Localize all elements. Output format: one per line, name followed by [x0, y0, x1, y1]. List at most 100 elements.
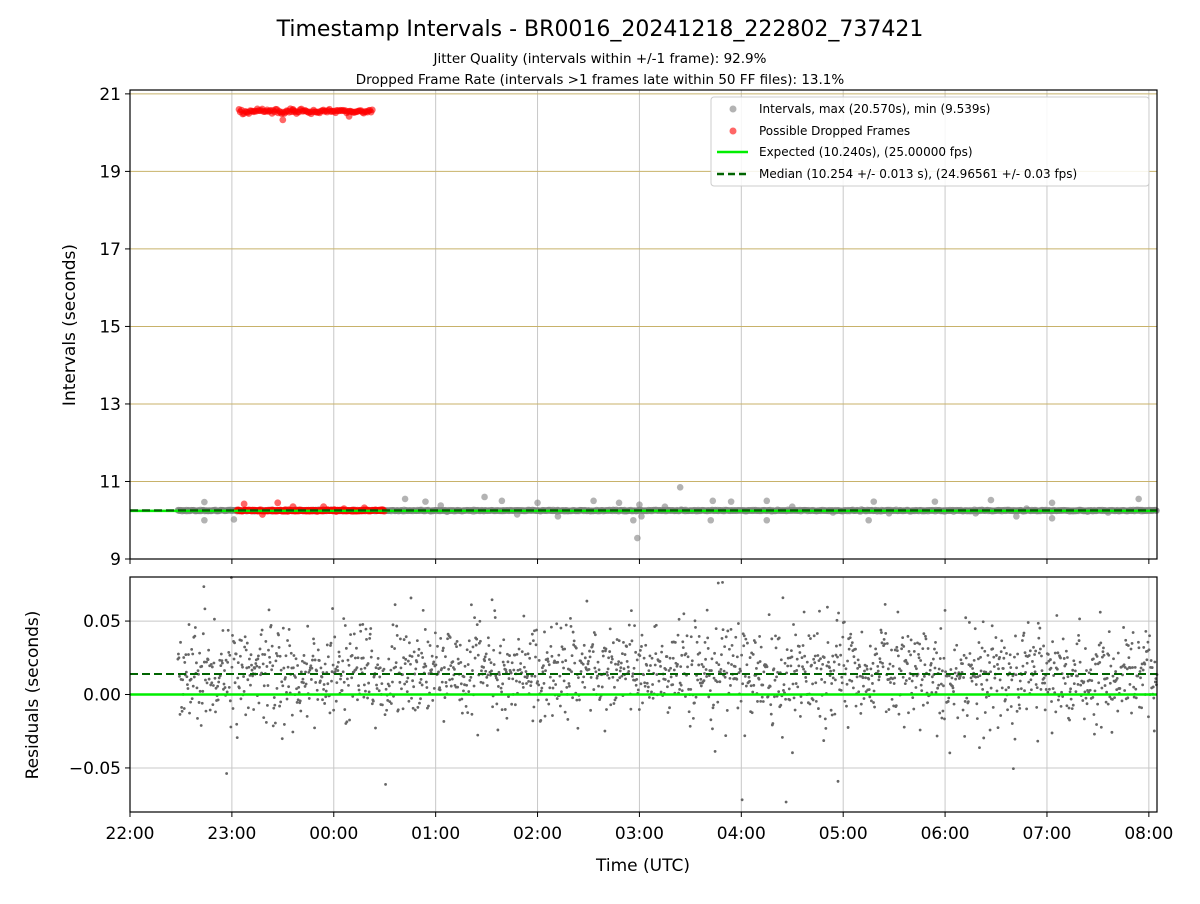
residual-point — [614, 696, 618, 700]
residual-point — [1139, 676, 1142, 680]
residual-point — [1014, 673, 1018, 677]
residual-point — [487, 644, 491, 647]
residual-point — [686, 655, 690, 659]
residual-point — [984, 695, 988, 699]
residual-point — [663, 678, 667, 681]
residual-point — [451, 660, 455, 664]
dropped-frame-point — [289, 503, 297, 511]
residual-point — [882, 638, 886, 641]
residual-point — [996, 726, 1000, 729]
residual-point — [1071, 668, 1075, 672]
residual-point — [620, 652, 624, 655]
residual-point — [484, 669, 488, 673]
residual-point — [749, 684, 753, 688]
residual-point — [836, 655, 839, 659]
residual-point — [897, 654, 900, 658]
residual-point — [297, 691, 301, 694]
residual-point — [1056, 651, 1060, 655]
residual-point — [937, 683, 941, 687]
residual-point — [355, 666, 359, 669]
x-tick-label: 00:00 — [309, 824, 358, 844]
residual-point — [239, 654, 242, 658]
residual-point — [601, 649, 605, 653]
residual-point — [337, 650, 341, 654]
residual-point — [220, 661, 224, 665]
residual-point — [185, 675, 189, 679]
residual-point — [676, 633, 680, 637]
residual-point — [608, 627, 612, 631]
residual-point — [975, 717, 979, 721]
residual-point — [515, 679, 518, 683]
residual-point — [344, 646, 348, 650]
residual-point — [940, 669, 944, 673]
residual-point — [537, 683, 541, 687]
residual-point — [216, 698, 220, 702]
residual-point — [704, 657, 707, 661]
residual-point — [1033, 670, 1037, 674]
residual-point — [241, 665, 244, 669]
residual-point — [708, 689, 712, 693]
residual-point — [1091, 657, 1095, 661]
residual-point — [871, 682, 874, 685]
residual-point — [465, 648, 469, 652]
residual-point — [577, 676, 580, 680]
residual-point — [794, 682, 798, 685]
residual-point — [275, 652, 278, 655]
residual-point — [668, 656, 672, 660]
residual-point — [634, 650, 638, 654]
y-tick-label: 0.05 — [83, 612, 121, 632]
residual-point — [1115, 676, 1119, 680]
residual-point — [750, 711, 754, 715]
residual-point — [648, 695, 651, 699]
residual-point — [815, 666, 819, 670]
residual-point — [307, 671, 311, 674]
residual-point — [933, 666, 937, 670]
residual-point — [954, 666, 958, 670]
residual-point — [728, 647, 731, 651]
residual-point — [840, 681, 844, 685]
residual-point — [324, 695, 328, 699]
residual-point — [466, 663, 470, 666]
residual-point — [691, 716, 695, 720]
residual-point — [510, 702, 514, 706]
residual-point — [481, 681, 485, 685]
residual-point — [630, 639, 634, 643]
residual-point — [907, 711, 910, 715]
residual-point — [179, 640, 182, 644]
residual-point — [488, 658, 491, 661]
residual-point — [483, 659, 487, 663]
interval-point — [590, 497, 597, 505]
residual-point — [436, 644, 439, 648]
residual-point — [968, 621, 971, 624]
residual-point — [581, 680, 585, 684]
residual-point — [856, 658, 860, 662]
residual-point — [294, 675, 297, 679]
residual-point — [490, 669, 493, 673]
residual-point — [182, 656, 186, 659]
residual-point — [1002, 656, 1006, 660]
residual-point — [687, 687, 691, 691]
residual-point — [333, 670, 337, 674]
residual-point — [978, 674, 982, 677]
residual-point — [876, 664, 880, 668]
residual-point — [911, 696, 915, 700]
residual-point — [370, 649, 374, 653]
residual-point — [281, 626, 285, 630]
residual-point — [609, 703, 613, 707]
residual-point — [524, 670, 528, 673]
residual-point — [1132, 685, 1136, 689]
residual-point — [610, 657, 614, 661]
residual-point — [676, 663, 679, 666]
residual-point — [721, 628, 725, 631]
residual-point — [304, 670, 307, 674]
residual-point — [595, 676, 599, 680]
residual-point — [546, 660, 550, 663]
residual-point — [646, 689, 650, 693]
residual-point — [616, 663, 620, 666]
residual-point — [449, 664, 453, 668]
residual-point — [378, 675, 382, 679]
residual-point — [286, 639, 289, 642]
residual-point — [518, 680, 522, 684]
residual-point — [380, 682, 384, 686]
residual-point — [607, 656, 611, 660]
